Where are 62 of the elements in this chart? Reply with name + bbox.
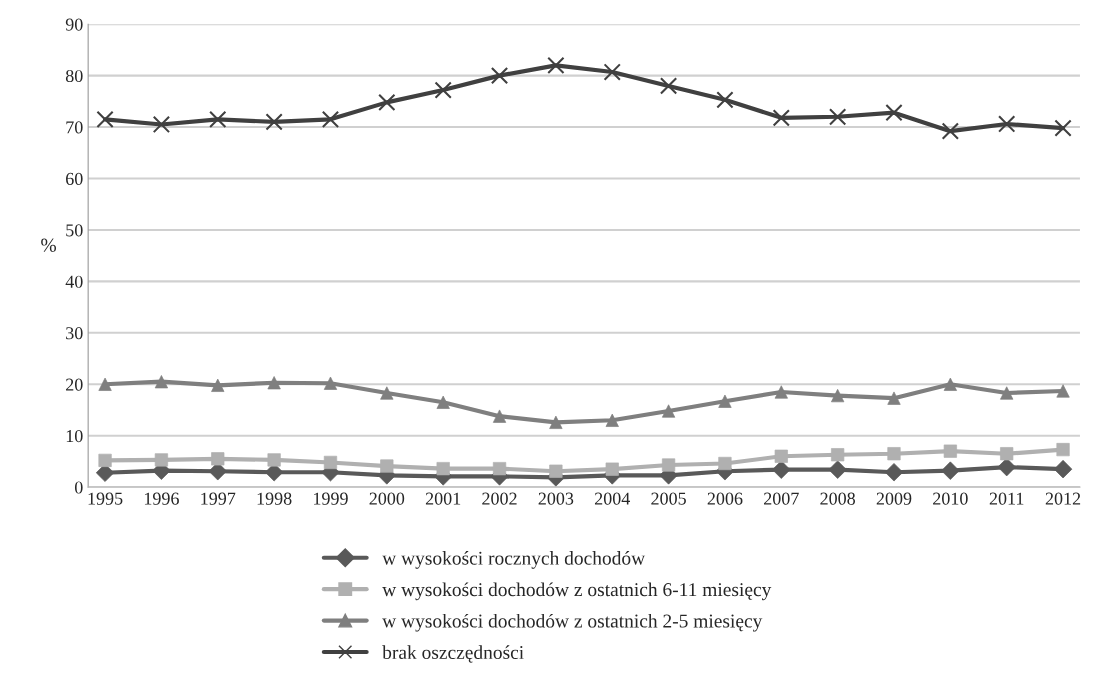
x-tick-label: 1995 (88, 492, 123, 505)
legend-label: w wysokości dochodów z ostatnich 6-11 miesięcy (382, 582, 772, 601)
point (828, 108, 847, 126)
point (96, 110, 114, 129)
point (436, 462, 450, 476)
y-tick-label: 90 (65, 18, 83, 31)
point (490, 66, 509, 85)
x-tick-label: 2004 (594, 492, 631, 505)
point (436, 395, 450, 409)
legend-label: brak oszczędności (382, 645, 524, 663)
point (885, 103, 903, 122)
point (941, 122, 960, 140)
y-tick-label: 0 (74, 481, 83, 494)
x-tick-label: 2007 (764, 492, 799, 505)
x-tick-label: 2002 (482, 492, 517, 505)
y-tick-label: 40 (65, 275, 83, 288)
point (716, 91, 734, 109)
point (772, 109, 790, 127)
x-tick-label: 1996 (144, 492, 179, 505)
y-axis-title: % (41, 238, 57, 252)
point (152, 115, 171, 134)
x-tick-label: 1997 (201, 492, 236, 505)
point (549, 415, 563, 429)
point (943, 377, 957, 391)
x-tick-label: 2006 (707, 492, 743, 505)
point (884, 463, 904, 482)
x-tick-label: 2009 (876, 492, 912, 505)
point (998, 115, 1016, 133)
x-tick-label: 2012 (1045, 492, 1081, 505)
x-tick-label: 2003 (538, 492, 574, 505)
y-tick-label: 30 (66, 327, 83, 340)
x-tick-label: 1998 (257, 492, 292, 505)
point (492, 462, 507, 476)
point (659, 77, 678, 95)
y-tick-label: 60 (66, 172, 83, 185)
point (547, 56, 565, 75)
y-tick-label: 10 (66, 429, 83, 443)
x-tick-label: 1999 (314, 492, 348, 505)
y-tick-label: 20 (66, 378, 83, 391)
x-tick-label: 2001 (425, 492, 461, 505)
point (1054, 119, 1072, 137)
point (943, 444, 957, 458)
point (603, 63, 621, 81)
point (378, 93, 396, 112)
x-tick-label: 2010 (933, 492, 968, 505)
point (321, 110, 340, 129)
y-tick-label: 80 (65, 69, 83, 83)
x-tick-label: 2011 (989, 492, 1024, 505)
y-tick-label: 70 (66, 121, 83, 134)
point (434, 81, 452, 99)
point (265, 113, 283, 131)
x-tick-label: 2008 (820, 492, 856, 505)
point (323, 455, 338, 470)
x-tick-label: 2005 (651, 492, 686, 505)
x-tick-label: 2000 (369, 492, 405, 505)
point (831, 448, 845, 462)
legend-label: w wysokości dochodów z ostatnich 2-5 miesięcy (382, 613, 763, 632)
point (774, 449, 788, 463)
legend-label: w wysokości rocznych dochodów (382, 551, 646, 569)
point (997, 457, 1016, 477)
point (209, 110, 227, 129)
y-tick-label: 50 (66, 224, 83, 237)
